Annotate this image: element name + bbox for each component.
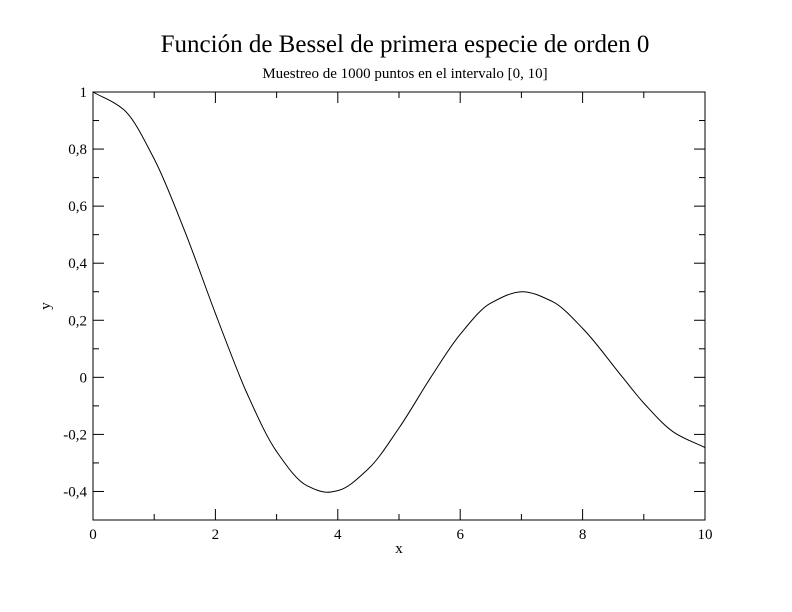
axis-ticks (92, 91, 706, 521)
y-tick-label: -0,2 (63, 427, 87, 443)
x-axis-label: x (395, 541, 403, 557)
tick-labels: 0 2 4 6 8 10 -0,4 -0,2 0 0,2 0,4 0,6 0,8 1 (63, 85, 712, 543)
chart-title: Función de Bessel de primera especie de … (161, 31, 650, 58)
x-tick-label: 4 (334, 527, 342, 543)
x-tick-label: 0 (89, 527, 97, 543)
y-tick-label: 0,4 (68, 256, 87, 272)
y-tick-label: 0,2 (68, 313, 87, 329)
y-tick-label: -0,4 (63, 484, 87, 500)
y-axis-label: y (38, 302, 54, 310)
x-tick-label: 2 (212, 527, 220, 543)
plot-frame (92, 91, 706, 521)
x-tick-label: 10 (698, 527, 713, 543)
series-line-j0 (92, 91, 706, 493)
chart-subtitle: Muestreo de 1000 puntos en el intervalo … (262, 66, 547, 82)
x-tick-label: 6 (456, 527, 464, 543)
y-tick-label: 0 (80, 370, 88, 386)
x-tick-label: 8 (579, 527, 587, 543)
y-tick-label: 1 (80, 85, 88, 101)
y-tick-label: 0,6 (68, 199, 87, 215)
y-tick-label: 0,8 (68, 142, 87, 158)
